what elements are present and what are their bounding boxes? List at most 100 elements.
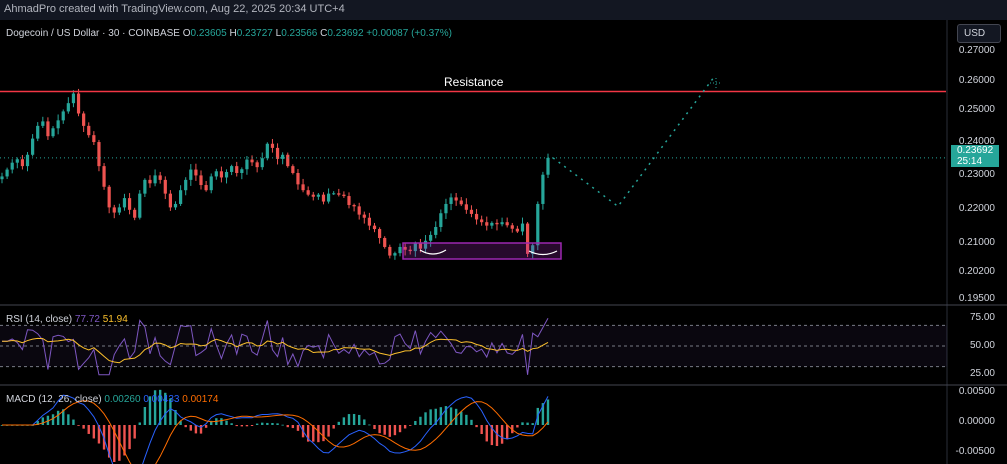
candle-body <box>158 175 162 180</box>
candle-body <box>423 240 428 249</box>
bottom-arc-left <box>419 249 447 255</box>
grid-lines <box>0 20 1007 464</box>
symbol-legend[interactable]: Dogecoin / US Dollar · 30 · COINBASE O0.… <box>6 28 452 39</box>
macd-histogram-bar <box>516 425 519 428</box>
macd-histogram-bar <box>449 407 453 425</box>
candle-body <box>270 143 275 148</box>
candle-body <box>434 227 438 235</box>
macd-histogram-bar <box>220 418 223 425</box>
macd-tick: 0.00000 <box>958 416 995 427</box>
candle-body <box>235 166 239 173</box>
rsi-value: 77.72 <box>74 314 100 325</box>
candle-body <box>439 213 443 228</box>
macd-histogram-bar <box>240 425 244 427</box>
support-box <box>402 242 562 260</box>
candle-body <box>520 223 525 232</box>
macd-histogram-bar <box>347 414 351 425</box>
candle-body <box>342 194 346 197</box>
macd-histogram-bar <box>480 425 483 435</box>
macd-histogram-bar <box>414 421 417 425</box>
candle-body <box>495 222 499 225</box>
macd-histogram-bar <box>41 417 45 425</box>
macd-histogram-bar <box>153 390 157 425</box>
macd-histogram-bar <box>490 425 494 446</box>
macd-histogram-bar <box>500 425 504 444</box>
macd-histogram-bar <box>194 425 198 434</box>
macd-histogram-bar <box>337 421 340 425</box>
macd-histogram-bar <box>322 425 325 442</box>
candle-body <box>153 175 157 184</box>
candle-body <box>61 111 65 121</box>
macd-histogram-bar <box>281 424 284 426</box>
candle-body <box>281 154 285 159</box>
candle-body <box>301 184 305 191</box>
watermark-bar: AhmadPro created with TradingView.com, A… <box>0 0 1007 20</box>
macd-histogram-bar <box>133 425 136 439</box>
candle-body <box>122 198 127 208</box>
price-tick: 0.25000 <box>958 104 995 115</box>
candle-body <box>403 246 407 250</box>
candle-body <box>332 193 336 195</box>
candle-body <box>199 175 203 186</box>
macd-histogram-bar <box>138 422 141 425</box>
candle-body <box>189 169 193 180</box>
macd-legend[interactable]: MACD (12, 26, close) 0.00260 0.00433 0.0… <box>6 394 218 405</box>
candle-body <box>536 203 540 246</box>
candle-body <box>352 204 356 207</box>
macd-histogram-bar <box>225 420 228 425</box>
candle-body <box>347 196 351 205</box>
candle-body <box>71 93 76 104</box>
symbol-name: Dogecoin / US Dollar · 30 · COINBASE <box>6 28 180 39</box>
macd-histogram-bar <box>189 425 193 431</box>
rsi-line <box>1 317 549 376</box>
candle-body <box>230 166 234 172</box>
candle-body <box>515 228 519 232</box>
macd-histogram-bar <box>312 425 315 442</box>
candle-body <box>408 249 412 252</box>
macd-histogram-bar <box>373 425 376 430</box>
macd-histogram-bar <box>62 409 65 425</box>
candle-body <box>163 179 167 194</box>
candle-body <box>51 128 55 137</box>
macd-histogram-bar <box>164 392 167 425</box>
price-tick: 0.24000 <box>958 136 995 147</box>
rsi-pane <box>0 317 947 376</box>
macd-histogram-bar <box>368 424 371 426</box>
candle-body <box>143 179 147 194</box>
price-tick: 0.23000 <box>958 169 995 180</box>
macd-histogram-bar <box>286 425 289 428</box>
resistance-label: Resistance <box>444 75 504 89</box>
chart-canvas[interactable] <box>0 20 1007 464</box>
macd-histogram-bar <box>113 425 116 462</box>
open-value: 0.23605 <box>190 28 227 39</box>
candle-body <box>485 222 489 226</box>
macd-histogram-bar <box>36 420 39 425</box>
macd-histogram-bar <box>204 425 208 428</box>
candle-body <box>418 243 423 249</box>
macd-histogram-bar <box>250 425 254 426</box>
last-price-tag: 0.23692 25:14 <box>951 145 999 167</box>
macd-histogram-bar <box>261 422 264 425</box>
rsi-label: RSI (14, close) <box>6 314 73 325</box>
macd-histogram-bar <box>230 423 233 425</box>
candle-body <box>286 154 290 167</box>
macd-histogram-bar <box>296 425 300 431</box>
macd-histogram-bar <box>169 398 172 425</box>
candle-body <box>291 166 295 173</box>
candle-body <box>393 253 397 256</box>
macd-histogram-bar <box>87 425 90 434</box>
macd-line-value: 0.00433 <box>143 394 180 405</box>
candle-body <box>337 193 341 195</box>
candle-body <box>25 154 30 167</box>
candle-body <box>46 121 50 137</box>
macd-histogram-bar <box>327 425 330 437</box>
currency-button[interactable]: USD <box>957 24 1001 43</box>
macd-histogram-bar <box>92 425 96 439</box>
macd-histogram-bar <box>46 415 50 425</box>
macd-histogram-bar <box>72 419 75 425</box>
candle-body <box>362 214 366 218</box>
candle-body <box>133 209 137 218</box>
macd-histogram-bar <box>255 423 259 425</box>
rsi-legend[interactable]: RSI (14, close) 77.72 51.94 <box>6 314 128 325</box>
candle-body <box>107 186 111 208</box>
